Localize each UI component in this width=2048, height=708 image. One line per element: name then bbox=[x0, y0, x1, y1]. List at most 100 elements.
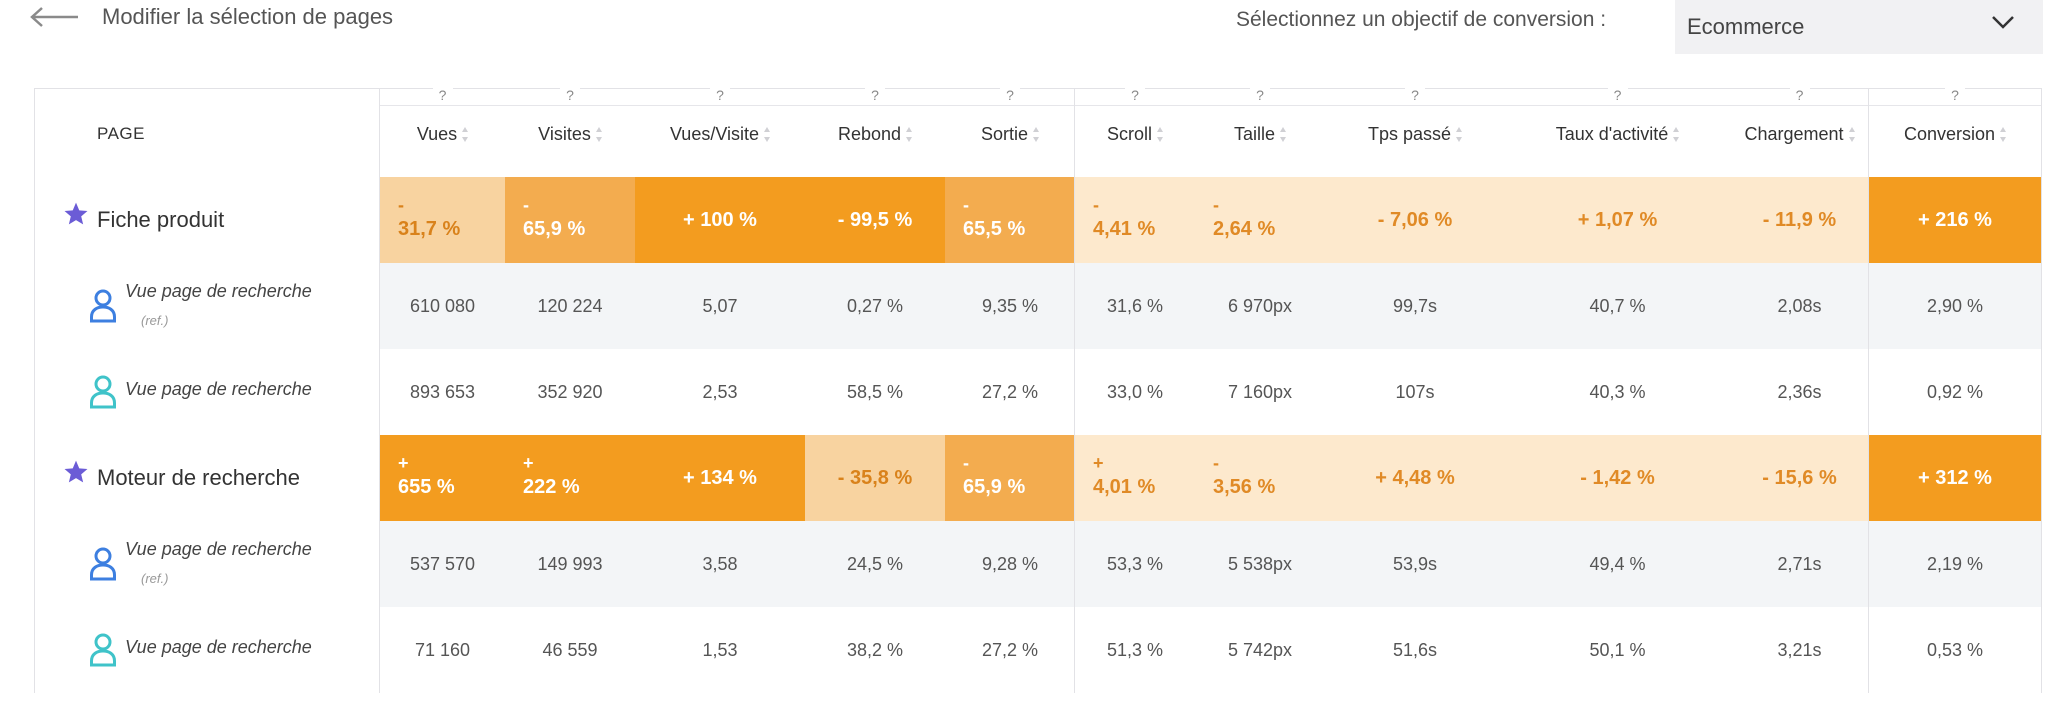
column-header[interactable]: ? Rebond bbox=[805, 87, 945, 177]
help-icon[interactable]: ? bbox=[1789, 87, 1810, 103]
page-name[interactable]: Vue page de recherche bbox=[125, 539, 312, 559]
sort-icon[interactable] bbox=[2000, 126, 2007, 144]
sort-icon[interactable] bbox=[1848, 126, 1855, 144]
metric-delta-number: 3,56 % bbox=[1213, 476, 1276, 498]
group-name: Fiche produit bbox=[97, 207, 225, 232]
page-row[interactable]: Vue page de recherche 893 653 352 920 2,53 5… bbox=[35, 349, 2041, 435]
group-name-cell: Fiche produit bbox=[35, 177, 379, 263]
sort-icon[interactable] bbox=[1673, 126, 1680, 144]
metric-value: 50,1 % bbox=[1589, 639, 1646, 660]
metric-cell: 0,92 % bbox=[1869, 349, 2041, 435]
help-icon[interactable]: ? bbox=[865, 87, 885, 103]
metric-delta-sign: - bbox=[523, 195, 529, 215]
metric-cell: 2,08s bbox=[1730, 263, 1869, 349]
metric-value: 5 538px bbox=[1227, 553, 1293, 574]
metric-delta-cell: + 216 % bbox=[1869, 177, 2041, 263]
column-title-label: Conversion bbox=[1903, 124, 1996, 144]
metric-cell: 51,6s bbox=[1325, 607, 1505, 693]
header-rule bbox=[805, 105, 945, 106]
metric-delta-number: 4,41 % bbox=[1093, 218, 1156, 240]
column-header[interactable]: ? Taille bbox=[1195, 87, 1325, 177]
metric-delta-value: - 65,9 % bbox=[523, 195, 585, 245]
metric-value: 149 993 bbox=[537, 553, 603, 574]
metric-delta-cell: - 65,9 % bbox=[505, 177, 635, 263]
sort-icon[interactable] bbox=[1280, 126, 1287, 144]
sort-icon[interactable] bbox=[764, 126, 771, 144]
metric-cell: 58,5 % bbox=[805, 349, 945, 435]
metric-value: 0,27 % bbox=[846, 295, 904, 316]
metric-cell: 40,3 % bbox=[1505, 349, 1730, 435]
help-icon[interactable]: ? bbox=[1000, 87, 1020, 103]
column-header[interactable]: ? Vues bbox=[380, 87, 505, 177]
help-icon[interactable]: ? bbox=[432, 87, 453, 103]
metric-delta-value: - 3,56 % bbox=[1213, 453, 1276, 503]
sort-icon[interactable] bbox=[1033, 126, 1040, 144]
metric-cell: 46 559 bbox=[505, 607, 635, 693]
header-rule bbox=[505, 105, 635, 106]
metric-delta-value: +4,01 % bbox=[1093, 454, 1156, 503]
column-header[interactable]: ? Visites bbox=[505, 87, 635, 177]
metric-delta-cell: + 1,07 % bbox=[1505, 177, 1730, 263]
metric-cell: 3,58 bbox=[635, 521, 805, 607]
metric-value: 2,90 % bbox=[1926, 295, 1984, 316]
column-header[interactable]: ? Scroll bbox=[1075, 87, 1195, 177]
metric-delta-sign: - bbox=[1213, 453, 1219, 473]
metric-cell: 893 653 bbox=[380, 349, 505, 435]
metric-value: 71 160 bbox=[414, 639, 471, 660]
person-icon bbox=[89, 289, 117, 328]
sort-icon[interactable] bbox=[1157, 126, 1163, 144]
metric-cell: 6 970px bbox=[1195, 263, 1325, 349]
metric-value: 2,71s bbox=[1777, 553, 1822, 574]
metric-cell: 99,7s bbox=[1325, 263, 1505, 349]
metric-delta-cell: +222 % bbox=[505, 435, 635, 521]
sort-icon[interactable] bbox=[462, 126, 469, 144]
group-row[interactable]: Fiche produit - 31,7 % - 65,9 % + 100 % - 99,5… bbox=[35, 177, 2041, 263]
page-name[interactable]: Vue page de recherche bbox=[125, 637, 312, 657]
help-icon[interactable]: ? bbox=[560, 87, 580, 103]
metric-delta-value: - 15,6 % bbox=[1762, 466, 1837, 489]
sort-icon[interactable] bbox=[906, 126, 913, 144]
sort-icon[interactable] bbox=[595, 126, 602, 144]
page-name[interactable]: Vue page de recherche bbox=[125, 281, 312, 301]
metric-value: 2,53 bbox=[702, 381, 738, 402]
metric-cell: 51,3 % bbox=[1075, 607, 1195, 693]
page-name-cell: Vue page de recherche (ref.) bbox=[35, 263, 379, 349]
metric-value: 51,3 % bbox=[1106, 639, 1164, 660]
metric-cell: 24,5 % bbox=[805, 521, 945, 607]
metric-value: 27,2 % bbox=[981, 639, 1039, 660]
column-header[interactable]: ? Conversion bbox=[1869, 87, 2041, 177]
group-row[interactable]: Moteur de recherche +655 % +222 % + 134 % - … bbox=[35, 435, 2041, 521]
column-header[interactable]: ? Chargement bbox=[1730, 87, 1869, 177]
page-name[interactable]: Vue page de recherche bbox=[125, 379, 312, 399]
column-header[interactable]: ? Taux d'activité bbox=[1505, 87, 1730, 177]
metric-cell: 27,2 % bbox=[945, 349, 1075, 435]
column-title: Rebond bbox=[805, 124, 945, 145]
column-header[interactable]: ? Tps passé bbox=[1325, 87, 1505, 177]
page-row[interactable]: Vue page de recherche (ref.) 610 080 120 22… bbox=[35, 263, 2041, 349]
page-row[interactable]: Vue page de recherche 71 160 46 559 1,53 38,… bbox=[35, 607, 2041, 693]
back-link[interactable]: Modifier la sélection de pages bbox=[30, 4, 393, 30]
help-icon[interactable]: ? bbox=[1250, 87, 1270, 103]
metric-delta-value: +655 % bbox=[398, 454, 455, 503]
help-icon[interactable]: ? bbox=[1125, 87, 1145, 103]
metric-cell: 50,1 % bbox=[1505, 607, 1730, 693]
metric-cell: 352 920 bbox=[505, 349, 635, 435]
help-icon[interactable]: ? bbox=[1405, 87, 1425, 103]
column-header[interactable]: ? Vues/Visite bbox=[635, 87, 805, 177]
page-row[interactable]: Vue page de recherche (ref.) 537 570 149 99… bbox=[35, 521, 2041, 607]
column-header[interactable]: ? Sortie bbox=[945, 87, 1075, 177]
sort-icon[interactable] bbox=[1456, 126, 1463, 144]
help-icon[interactable]: ? bbox=[710, 87, 730, 103]
help-icon[interactable]: ? bbox=[1607, 87, 1628, 103]
metric-value: 3,21s bbox=[1777, 639, 1822, 660]
column-title: Visites bbox=[505, 124, 635, 145]
metric-delta-cell: - 65,5 % bbox=[945, 177, 1075, 263]
topbar: Modifier la sélection de pages Sélection… bbox=[0, 0, 2048, 60]
help-icon[interactable]: ? bbox=[1945, 87, 1965, 103]
metric-delta-number: 4,01 % bbox=[1093, 476, 1156, 498]
metric-cell: 49,4 % bbox=[1505, 521, 1730, 607]
metric-cell: 2,90 % bbox=[1869, 263, 2041, 349]
metric-value: 3,58 bbox=[702, 553, 738, 574]
metric-cell: 0,27 % bbox=[805, 263, 945, 349]
conversion-goal-select[interactable]: Ecommerce bbox=[1675, 0, 2043, 54]
